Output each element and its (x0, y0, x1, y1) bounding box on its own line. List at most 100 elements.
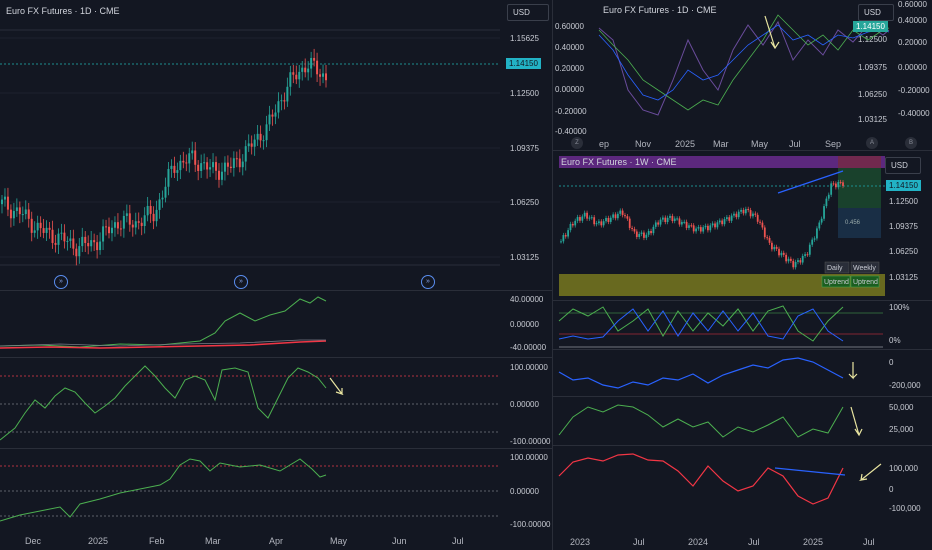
weekly-osc-1[interactable]: 100% 0% (553, 301, 932, 349)
weekly-candle-body (756, 214, 759, 222)
weekly-candle-body (560, 241, 562, 243)
weekly-candle-body (685, 221, 688, 228)
weekly-candle-body (721, 220, 724, 225)
tr-currency-button[interactable]: USD (858, 4, 894, 21)
top-right-chart[interactable]: Euro FX Futures · 1D · CME 0.60000 0.4000… (553, 0, 932, 150)
weekly-candle-body (754, 213, 757, 215)
weekly-x-label: Jul (633, 537, 645, 547)
weekly-candle-body (839, 182, 842, 184)
weekly-chart[interactable]: Euro FX Futures · 1W · CME 1.12500 1.0937… (553, 151, 932, 300)
left-candle-body (105, 226, 108, 228)
weekly-candle-body (799, 260, 802, 263)
tr-nav-b-icon[interactable]: B (905, 137, 917, 149)
weekly-candle-body (773, 246, 776, 250)
weekly-candle-body (673, 218, 676, 222)
left-candle-body (140, 222, 143, 226)
weekly-candle-body (716, 222, 719, 228)
tr-nav-a-icon[interactable]: A (866, 137, 878, 149)
left-candle-body (313, 57, 316, 61)
weekly-candle-body (728, 217, 731, 221)
tr-price-axis: 1.12500 1.09375 1.06250 1.03125 (858, 35, 887, 124)
osc2-arrow-icon (329, 377, 344, 396)
left-osc1-svg: 40.00000 0.00000 -40.00000 (0, 295, 547, 352)
left-candle-body (176, 170, 179, 173)
left-candle-body (63, 232, 66, 242)
left-price-chart[interactable]: Euro FX Futures · 1D · CME 1.15625 1.1250… (0, 0, 552, 290)
weekly-currency-button[interactable]: USD (885, 157, 921, 174)
left-candle-body (9, 209, 12, 219)
weekly-candle-body (595, 223, 598, 225)
weekly-candle-body (737, 211, 740, 218)
weekly-osc-4[interactable]: 100,000 0 -100,000 (553, 446, 932, 532)
left-candle-body (203, 162, 206, 164)
weekly-candle-body (574, 220, 577, 226)
left-currency-button[interactable]: USD (507, 4, 549, 21)
tr-blue-line (598, 24, 890, 101)
left-oscillator-3[interactable]: 100.00000 0.00000 -100.00000 (0, 449, 552, 531)
tr-arrow-icon (764, 15, 780, 50)
left-x-label: 2025 (88, 536, 108, 546)
wosc4-red-line (558, 453, 844, 505)
weekly-osc-3[interactable]: 50,000 25,000 (553, 397, 932, 445)
left-candle-body (81, 236, 84, 247)
left-candle-body (295, 74, 298, 80)
weekly-osc-2[interactable]: 0 -200,000 (553, 350, 932, 396)
tr-left-tick: 0.20000 (555, 64, 584, 73)
weekly-candle-body (586, 212, 588, 219)
left-candle-body (30, 218, 33, 233)
left-oscillator-2[interactable]: 100.00000 0.00000 -100.00000 (0, 358, 552, 448)
left-candle-body (15, 207, 18, 211)
wosc2-arrow-icon (848, 362, 858, 380)
left-candle-body (212, 162, 215, 168)
weekly-candle-body (612, 214, 615, 218)
tr-right-tick: 0.60000 (898, 0, 927, 9)
weekly-candle-body (775, 246, 778, 249)
osc2-tick-bot: -100.00000 (510, 437, 551, 446)
mid-scroll-icon[interactable]: » (234, 275, 248, 289)
left-price-axis: 1.15625 1.12500 1.09375 1.06250 1.03125 (0, 34, 539, 262)
left-candle-body (96, 242, 99, 251)
tr-purple-line (598, 20, 890, 116)
weekly-candle-body (640, 232, 643, 234)
weekly-candle-body (808, 244, 811, 255)
weekly-candle-body (725, 217, 728, 220)
left-price-tick: 1.09375 (510, 144, 539, 153)
wosc4-trendline (774, 467, 846, 476)
tr-nav-left-icon[interactable]: Z (571, 137, 583, 149)
weekly-candle-body (749, 210, 752, 217)
weekly-svg: Euro FX Futures · 1W · CME 1.12500 1.0937… (559, 156, 918, 296)
left-candle-body (12, 210, 15, 219)
left-candle-body (113, 222, 116, 228)
weekly-candle-body (600, 221, 603, 226)
weekly-candle-body (768, 237, 771, 243)
left-candle-body (268, 114, 271, 125)
weekly-candle-body (635, 231, 638, 237)
left-candle-body (307, 68, 310, 73)
left-candle-body (292, 72, 295, 75)
weekly-yellow-zone (559, 274, 885, 296)
weekly-candle-body (659, 219, 662, 225)
left-time-axis: Dec 2025 Feb Mar Apr May Jun Jul (0, 531, 552, 550)
tr-x-label: Nov (635, 139, 652, 149)
osc1-red-line (0, 340, 327, 349)
wosc1-blue-line (558, 308, 844, 342)
weekly-candle-body (730, 215, 733, 221)
left-price-tick: 1.12500 (510, 89, 539, 98)
left-candle-body (167, 168, 170, 187)
weekly-candle-body (647, 230, 650, 235)
weekly-candle-body (842, 182, 844, 186)
left-oscillator-1[interactable]: 40.00000 0.00000 -40.00000 (0, 291, 552, 357)
left-candle-body (122, 215, 125, 229)
right-scroll-icon[interactable]: » (421, 275, 435, 289)
osc1-tick-bot: -40.00000 (510, 343, 547, 352)
weekly-candle-body (827, 194, 830, 199)
wosc4-tick-mid: 0 (889, 485, 894, 494)
weekly-price-tick: 1.06250 (889, 247, 918, 256)
left-scroll-icon[interactable]: » (54, 275, 68, 289)
weekly-candle-body (792, 260, 795, 268)
weekly-x-axis-svg: 2023 Jul 2024 Jul 2025 Jul (570, 537, 875, 547)
left-candle-body (60, 232, 63, 234)
left-candle-body (84, 236, 87, 244)
wosc4-tick-top: 100,000 (889, 464, 918, 473)
left-candle-body (316, 60, 319, 75)
